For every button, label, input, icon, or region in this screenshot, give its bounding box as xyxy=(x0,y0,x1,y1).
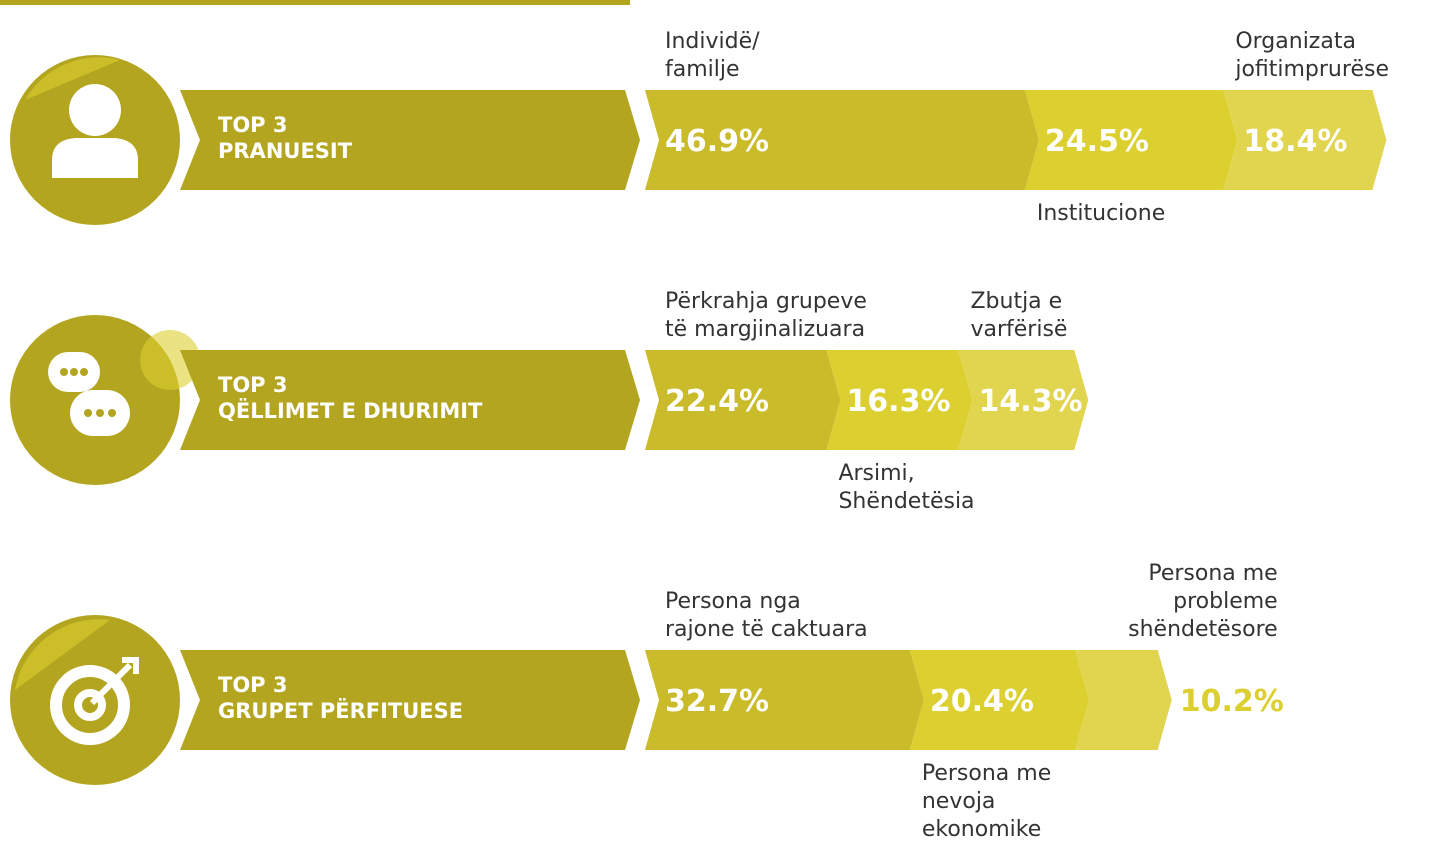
category-label: Përkrahja grupeve të margjinalizuara xyxy=(665,289,867,342)
header-subtitle: TOP 3 xyxy=(218,113,288,137)
value-label: 22.4% xyxy=(665,384,769,419)
header-title: GRUPET PËRFITUESE xyxy=(218,698,463,723)
value-label: 24.5% xyxy=(1045,124,1149,159)
header-subtitle: TOP 3 xyxy=(218,673,288,697)
value-label: 16.3% xyxy=(846,384,950,419)
icon-accent xyxy=(15,619,110,690)
category-label: Persona nga rajone të caktuara xyxy=(665,589,868,642)
value-label: 10.2% xyxy=(1180,684,1284,719)
header-subtitle: TOP 3 xyxy=(218,373,288,397)
header-arrow xyxy=(180,90,640,190)
header-arrow xyxy=(180,650,640,750)
icons xyxy=(10,55,200,785)
icon-accent xyxy=(140,330,200,390)
icon-accent xyxy=(25,57,120,100)
segment xyxy=(826,350,973,450)
chat-icon xyxy=(48,352,130,436)
value-label: 46.9% xyxy=(665,124,769,159)
value-label: 20.4% xyxy=(930,684,1034,719)
segment xyxy=(1223,90,1387,190)
category-label: Zbutja e varfërisë xyxy=(970,289,1067,342)
value-label: 18.4% xyxy=(1243,124,1347,159)
category-label: Organizata jofitimprurëse xyxy=(1234,29,1389,82)
target-icon xyxy=(50,657,139,745)
segment xyxy=(1075,650,1172,750)
person-icon xyxy=(52,84,138,178)
value-label: 14.3% xyxy=(978,384,1082,419)
segment xyxy=(958,350,1089,450)
segment xyxy=(645,90,1039,190)
top-band xyxy=(0,0,630,5)
header-title: PRANUESIT xyxy=(218,139,353,163)
category-label: Institucione xyxy=(1037,201,1165,226)
segment xyxy=(1024,90,1238,190)
category-label: Arsimi, Shëndetësia xyxy=(838,461,974,514)
segment xyxy=(645,350,841,450)
header-arrow xyxy=(180,350,640,450)
category-label: Individë/familje xyxy=(665,29,760,82)
segment xyxy=(909,650,1090,750)
value-label: 32.7% xyxy=(665,684,769,719)
category-label: Persona me nevoja ekonomike xyxy=(922,761,1051,842)
header-title: QËLLIMET E DHURIMIT xyxy=(218,398,483,423)
segment xyxy=(645,650,924,750)
category-label: Persona me probleme shëndetësore xyxy=(1128,561,1278,642)
